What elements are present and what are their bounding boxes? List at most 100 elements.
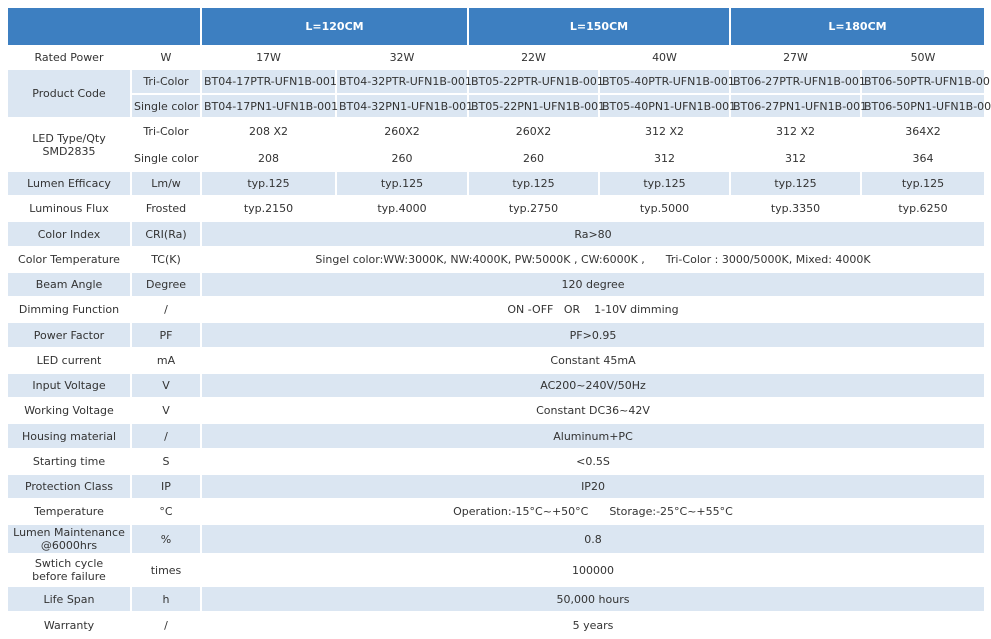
unit-cell: V bbox=[130, 397, 202, 424]
unit-cell: / bbox=[130, 422, 202, 450]
value-cell: 120 degree bbox=[200, 271, 986, 298]
value-cell: BT04-17PN1-UFN1B-001 bbox=[200, 93, 338, 119]
value-cell: 312 X2 bbox=[729, 117, 862, 146]
row-label: Beam Angle bbox=[6, 271, 132, 298]
unit-cell: / bbox=[130, 611, 202, 639]
row-label: Rated Power bbox=[6, 45, 132, 70]
spec-row: Lumen Maintenance @6000hrs% 0.8 bbox=[6, 523, 986, 555]
header-cell: L=180CM bbox=[729, 6, 986, 47]
unit-cell: Tri-Color bbox=[130, 68, 202, 95]
spec-row: Single color 208 260 260 312 312 364 bbox=[7, 144, 986, 172]
spec-row: Warranty/5 years bbox=[6, 611, 986, 639]
spec-row: Single color BT04-17PN1-UFN1B-001 BT04-32P… bbox=[7, 93, 991, 119]
spec-row: LED current mA Constant 45mA bbox=[6, 347, 986, 374]
unit-cell: Tri-Color bbox=[130, 117, 202, 146]
value-cell: BT06-27PTR-UFN1B-001 bbox=[729, 68, 866, 95]
value-cell: typ.125 bbox=[200, 170, 337, 197]
unit-cell: Lm/w bbox=[130, 170, 202, 197]
value-cell: BT05-40PN1-UFN1B-001 bbox=[598, 93, 736, 119]
spec-row: Dimming Function / ON -OFF OR 1-10V dimmin… bbox=[6, 296, 986, 323]
value-cell: Constant 45mA bbox=[200, 347, 986, 374]
value-cell: 0.8 bbox=[200, 523, 986, 555]
value-cell: 5 years bbox=[200, 611, 986, 639]
unit-cell: % bbox=[130, 523, 202, 555]
spec-row: Starting time S <0.5S bbox=[6, 448, 986, 475]
spec-row: Power Factor PF PF>0.95 bbox=[6, 321, 986, 349]
value-cell: 50,000 hours bbox=[200, 585, 986, 613]
row-label: Color Index bbox=[6, 220, 132, 248]
value-cell: 260 bbox=[335, 144, 469, 172]
value-cell: typ.125 bbox=[729, 170, 862, 197]
spec-row: Product Code Tri-Color BT04-17PTR-UFN1B-00… bbox=[6, 68, 991, 119]
row-label: Warranty bbox=[6, 611, 132, 639]
unit-cell: Single color bbox=[130, 144, 202, 172]
value-cell: Ra>80 bbox=[200, 220, 986, 248]
value-cell: BT04-32PN1-UFN1B-001 bbox=[335, 93, 473, 119]
value-cell: typ.125 bbox=[598, 170, 731, 197]
spec-row: Life Span h 50,000 hours bbox=[6, 585, 986, 613]
value-cell: 364X2 bbox=[860, 117, 986, 146]
row-label: Input Voltage bbox=[6, 372, 132, 399]
unit-cell: TC(K) bbox=[130, 246, 202, 273]
unit-cell: PF bbox=[130, 321, 202, 349]
value-cell: BT06-27PN1-UFN1B-001 bbox=[729, 93, 867, 119]
header-cell: L=120CM bbox=[200, 6, 469, 47]
spec-row: Working Voltage V Constant DC36~42V bbox=[6, 397, 986, 424]
row-label: Temperature bbox=[6, 498, 132, 525]
unit-cell: Frosted bbox=[130, 195, 202, 222]
value-cell: PF>0.95 bbox=[200, 321, 986, 349]
row-label: Protection Class bbox=[6, 473, 132, 500]
spec-row: Housing material / Aluminum+PC bbox=[6, 422, 986, 450]
spec-row: Lumen Efficacy Lm/w typ.125 typ.125 typ.125 t… bbox=[6, 170, 986, 197]
value-cell: BT04-17PTR-UFN1B-001 bbox=[200, 68, 337, 95]
spec-row: Input Voltage V AC200~240V/50Hz bbox=[6, 372, 986, 399]
row-label: LED Type/Qty SMD2835 bbox=[6, 117, 132, 172]
value-cell: BT05-40PTR-UFN1B-001 bbox=[598, 68, 735, 95]
value-cell: Operation:-15°C~+50°C Storage:-25°C~+55°… bbox=[200, 498, 986, 525]
row-label: Dimming Function bbox=[6, 296, 132, 323]
spec-row: Protection Class IP IP20 bbox=[6, 473, 986, 500]
value-cell: 260X2 bbox=[467, 117, 600, 146]
value-cell: typ.3350 bbox=[729, 195, 862, 222]
value-cell: BT04-32PTR-UFN1B-001 bbox=[335, 68, 472, 95]
row-label: Lumen Efficacy bbox=[6, 170, 132, 197]
unit-cell: / bbox=[130, 296, 202, 323]
value-cell: Constant DC36~42V bbox=[200, 397, 986, 424]
value-cell: <0.5S bbox=[200, 448, 986, 475]
value-cell: 260X2 bbox=[335, 117, 469, 146]
value-cell: typ.125 bbox=[860, 170, 986, 197]
value-cell: typ.125 bbox=[335, 170, 469, 197]
value-cell: 40W bbox=[598, 45, 731, 70]
value-cell: 208 bbox=[200, 144, 337, 172]
value-cell: 27W bbox=[729, 45, 862, 70]
value-cell: typ.6250 bbox=[860, 195, 986, 222]
spec-row: Beam Angle Degree 120 degree bbox=[6, 271, 986, 298]
spec-row: Rated Power W 17W 32W 22W 40W 27W 50W bbox=[6, 45, 986, 70]
value-cell: 17W bbox=[200, 45, 337, 70]
row-label: Life Span bbox=[6, 585, 132, 613]
unit-cell: h bbox=[130, 585, 202, 613]
row-label: Housing material bbox=[6, 422, 132, 450]
spec-table: L=120CM L=150CM L=180CM Rated Power W 17W 32W 2… bbox=[6, 6, 991, 639]
unit-cell: V bbox=[130, 372, 202, 399]
value-cell: 312 bbox=[598, 144, 731, 172]
spec-row: Temperature °C Operation:-15°C~+50°C Stora… bbox=[6, 498, 986, 525]
row-label: Luminous Flux bbox=[6, 195, 132, 222]
row-label: Starting time bbox=[6, 448, 132, 475]
value-cell: BT05-22PTR-UFN1B-001 bbox=[467, 68, 604, 95]
unit-cell: Single color bbox=[130, 93, 202, 119]
row-label: Working Voltage bbox=[6, 397, 132, 424]
unit-cell: Degree bbox=[130, 271, 202, 298]
spec-row: Color Temperature TC(K) Singel color:WW:30… bbox=[6, 246, 986, 273]
row-label: Color Temperature bbox=[6, 246, 132, 273]
header-cell: L=150CM bbox=[467, 6, 731, 47]
spec-row: LED Type/Qty SMD2835 Tri-Color 208 X2 260X2… bbox=[6, 117, 986, 172]
row-label: Power Factor bbox=[6, 321, 132, 349]
value-cell: 22W bbox=[467, 45, 600, 70]
unit-cell: S bbox=[130, 448, 202, 475]
value-cell: 364 bbox=[860, 144, 986, 172]
row-label: Swtich cycle before failure bbox=[6, 553, 132, 587]
value-cell: typ.2150 bbox=[200, 195, 337, 222]
value-cell: BT05-22PN1-UFN1B-001 bbox=[467, 93, 605, 119]
